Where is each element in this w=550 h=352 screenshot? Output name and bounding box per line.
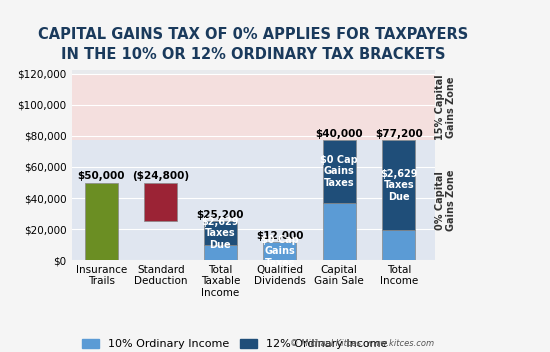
Title: CAPITAL GAINS TAX OF 0% APPLIES FOR TAXPAYERS
IN THE 10% OR 12% ORDINARY TAX BRA: CAPITAL GAINS TAX OF 0% APPLIES FOR TAXP… <box>38 27 468 62</box>
Text: $40,000: $40,000 <box>316 129 363 139</box>
Bar <box>323 202 356 260</box>
Bar <box>382 140 415 230</box>
Bar <box>145 183 177 221</box>
Bar <box>382 230 415 260</box>
Text: $12,000: $12,000 <box>256 231 304 240</box>
Text: $0 Cap
Gains
Taxes: $0 Cap Gains Taxes <box>261 234 299 268</box>
Bar <box>263 242 296 260</box>
Text: $77,200: $77,200 <box>375 129 422 139</box>
Bar <box>72 74 434 140</box>
Text: $50,000: $50,000 <box>78 171 125 181</box>
Text: 0% Capital
Gains Zone: 0% Capital Gains Zone <box>434 170 456 231</box>
Text: $25,200: $25,200 <box>196 210 244 220</box>
Bar <box>204 245 236 260</box>
Bar <box>72 140 434 260</box>
Text: $2,629
Taxes
Due: $2,629 Taxes Due <box>201 217 239 250</box>
Bar <box>85 183 118 260</box>
Text: ($24,800): ($24,800) <box>132 171 189 181</box>
Text: © Michael Kitces, www.kitces.com: © Michael Kitces, www.kitces.com <box>290 339 434 348</box>
Legend: 10% Ordinary Income, 12% Ordinary Income: 10% Ordinary Income, 12% Ordinary Income <box>78 334 392 352</box>
Text: 15% Capital
Gains Zone: 15% Capital Gains Zone <box>434 74 456 140</box>
Bar <box>204 221 236 245</box>
Bar <box>323 140 356 202</box>
Text: $2,629
Taxes
Due: $2,629 Taxes Due <box>380 169 417 202</box>
Text: $0 Cap
Gains
Taxes: $0 Cap Gains Taxes <box>321 155 358 188</box>
